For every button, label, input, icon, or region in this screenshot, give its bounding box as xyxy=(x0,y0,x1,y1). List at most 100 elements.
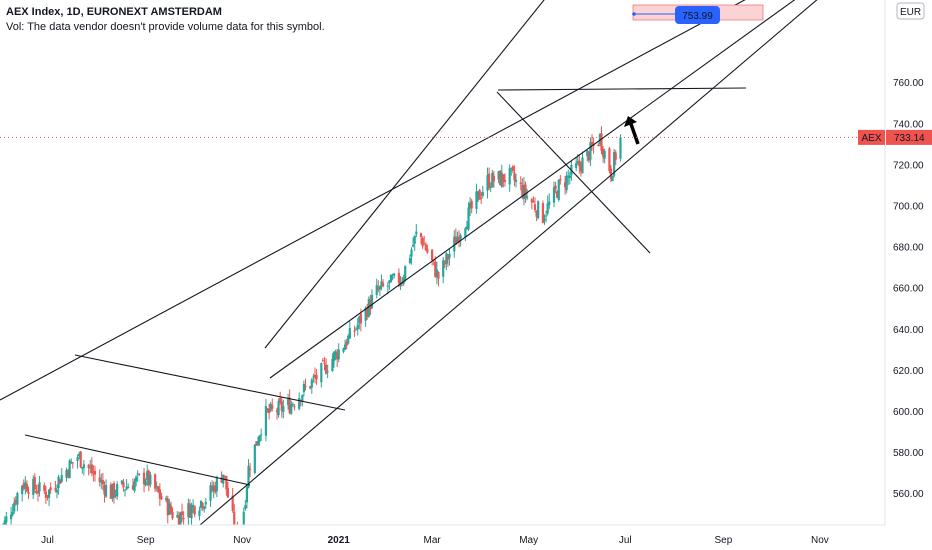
candle xyxy=(142,467,146,493)
lower-channel-line[interactable] xyxy=(199,0,932,525)
candle-body xyxy=(419,233,423,238)
candle-body xyxy=(258,435,261,442)
candle xyxy=(192,499,195,514)
candle-body xyxy=(13,502,16,512)
price-tag[interactable]: AEX 733.14 xyxy=(858,129,932,145)
descending-line[interactable] xyxy=(496,91,651,254)
candle-body xyxy=(590,141,594,147)
candle-body xyxy=(158,489,161,499)
candle-body xyxy=(445,253,448,264)
candle xyxy=(386,281,389,295)
candle xyxy=(193,505,196,518)
candle xyxy=(445,252,448,270)
candle xyxy=(320,362,323,388)
candle xyxy=(291,402,294,407)
candle-body xyxy=(47,489,51,498)
price-axis[interactable]: 560.00 580.00 600.00 620.00 640.00 660.00 680.… xyxy=(884,0,924,525)
candle-body xyxy=(78,453,81,457)
currency-label: EUR xyxy=(900,7,921,18)
candle-body xyxy=(476,191,480,195)
candle xyxy=(201,501,204,511)
price-tick-label: 640.00 xyxy=(893,325,924,336)
consolidation-top-line[interactable] xyxy=(74,354,346,411)
candle xyxy=(587,151,590,163)
candle-body xyxy=(337,349,340,360)
candle-body xyxy=(323,362,326,364)
candle-body xyxy=(554,185,557,190)
candle xyxy=(600,126,603,155)
steep-trend-line[interactable] xyxy=(264,0,548,349)
candle xyxy=(0,533,1,537)
candle-body xyxy=(293,406,296,408)
currency-selector[interactable]: EUR xyxy=(896,2,925,20)
candle xyxy=(269,402,272,413)
candle xyxy=(380,274,383,291)
candle xyxy=(122,478,125,492)
candle xyxy=(176,511,179,519)
candle xyxy=(24,476,27,495)
candle-body xyxy=(557,179,560,201)
middle-channel-line[interactable] xyxy=(269,0,932,379)
candle xyxy=(302,380,306,397)
candle-body xyxy=(310,379,313,388)
candle xyxy=(304,378,307,391)
candle xyxy=(530,197,533,210)
candle-body xyxy=(581,157,584,174)
candle-body xyxy=(226,488,230,498)
candle xyxy=(54,480,57,493)
price-tick-label: 720.00 xyxy=(893,160,924,171)
target-box[interactable]: 753.99 xyxy=(632,4,764,24)
candle xyxy=(497,170,500,184)
candle-body xyxy=(0,532,2,535)
candle-body xyxy=(242,511,245,525)
candle xyxy=(103,481,106,503)
candle-body xyxy=(248,469,252,471)
candle-body xyxy=(519,182,522,185)
candle-body xyxy=(211,486,214,491)
candle xyxy=(244,500,247,511)
candle-body xyxy=(244,505,247,509)
candle xyxy=(309,385,312,390)
candle xyxy=(123,489,127,497)
candle xyxy=(49,482,52,494)
candle-body xyxy=(609,168,613,180)
candle-body xyxy=(421,237,424,247)
candle-body xyxy=(291,404,294,406)
candle xyxy=(513,165,516,187)
candle xyxy=(290,400,293,415)
price-tag-symbol-bg xyxy=(858,129,885,145)
candle-body xyxy=(135,476,138,482)
candle-body xyxy=(377,287,380,290)
time-tick-label: Nov xyxy=(233,535,251,546)
resistance-line[interactable] xyxy=(497,87,747,91)
candle xyxy=(33,473,36,493)
arrow-annotation[interactable] xyxy=(624,116,640,145)
candle-body xyxy=(386,285,389,287)
candle-body xyxy=(598,134,602,144)
candle-body xyxy=(525,196,529,199)
time-axis[interactable]: Jul Sep Nov 2021 Mar May Jul Sep Nov xyxy=(0,524,885,546)
candle-body xyxy=(423,243,426,245)
candle-body xyxy=(500,172,503,187)
candle-body xyxy=(9,514,13,520)
candle xyxy=(475,183,478,214)
candle-body xyxy=(393,273,396,276)
candle-body xyxy=(68,460,71,479)
candle xyxy=(78,451,81,460)
candle xyxy=(125,479,128,491)
candle-body xyxy=(144,480,147,486)
candle xyxy=(467,202,470,232)
candle-body xyxy=(370,294,374,308)
candle-body xyxy=(448,253,451,258)
upper-channel-line[interactable] xyxy=(0,0,932,401)
candle-body xyxy=(233,511,236,525)
candle-body xyxy=(619,137,622,159)
candle-body xyxy=(89,467,92,469)
price-tick-label: 700.00 xyxy=(893,202,924,213)
candle-body xyxy=(334,351,337,356)
candle xyxy=(343,339,347,350)
consolidation-bottom-line[interactable] xyxy=(24,434,251,486)
candle xyxy=(266,408,269,413)
